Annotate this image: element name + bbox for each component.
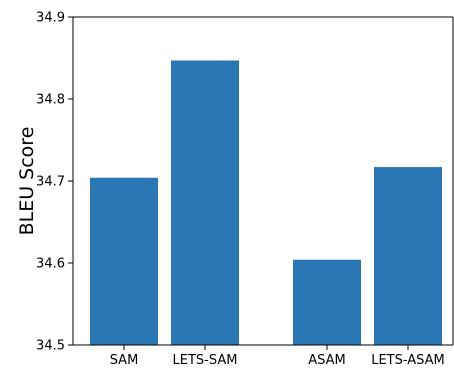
- y-axis-ticks: 34.5 34.6 34.7 34.8 34.9: [36, 11, 73, 354]
- bar-asam: [293, 259, 361, 345]
- y-tick-label: 34.9: [36, 11, 65, 26]
- bar-sam: [90, 177, 158, 345]
- y-tick-label: 34.6: [36, 257, 65, 272]
- bar-lets-asam: [374, 167, 442, 345]
- x-tick-label: ASAM: [308, 353, 346, 366]
- axes-frame: [72, 16, 454, 346]
- x-tick-label: LETS-ASAM: [371, 353, 445, 366]
- y-tick-label: 34.8: [36, 93, 65, 108]
- y-tick-label: 34.5: [36, 339, 65, 354]
- y-tick-label: 34.7: [36, 175, 65, 190]
- bars-group: [90, 60, 442, 346]
- x-tick-label: SAM: [110, 353, 139, 366]
- x-tick-label: LETS-SAM: [173, 353, 238, 366]
- x-axis-ticks: SAM LETS-SAM ASAM LETS-ASAM: [110, 345, 445, 368]
- y-axis-label: BLEU Score: [16, 127, 38, 236]
- bar-lets-sam: [171, 60, 239, 346]
